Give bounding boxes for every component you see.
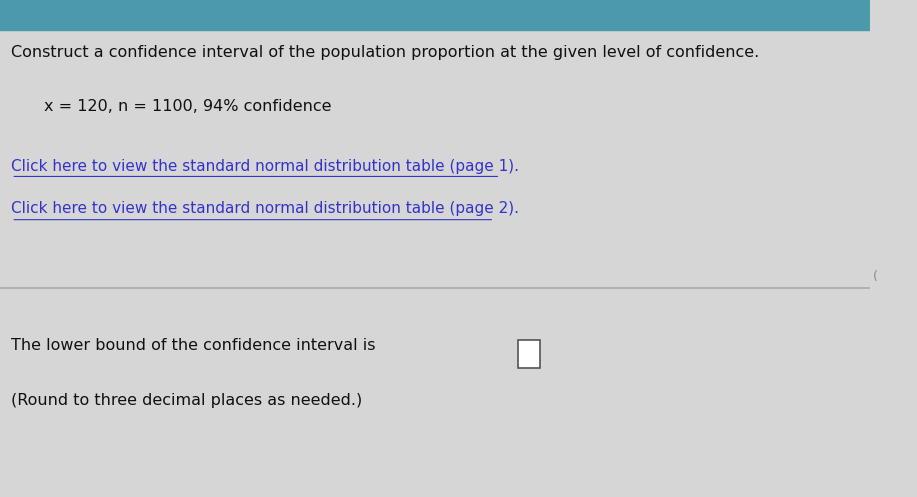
FancyBboxPatch shape — [518, 340, 539, 368]
Text: Construct a confidence interval of the population proportion at the given level : Construct a confidence interval of the p… — [11, 45, 759, 60]
Text: The lower bound of the confidence interval is: The lower bound of the confidence interv… — [11, 338, 381, 353]
Text: Click here to view the standard normal distribution table (page 1).: Click here to view the standard normal d… — [11, 159, 519, 174]
Text: x = 120, n = 1100, 94% confidence: x = 120, n = 1100, 94% confidence — [43, 99, 331, 114]
Text: (Round to three decimal places as needed.): (Round to three decimal places as needed… — [11, 393, 362, 408]
Bar — [0, 0, 870, 30]
Text: (: ( — [873, 270, 878, 283]
Text: Click here to view the standard normal distribution table (page 2).: Click here to view the standard normal d… — [11, 201, 519, 216]
